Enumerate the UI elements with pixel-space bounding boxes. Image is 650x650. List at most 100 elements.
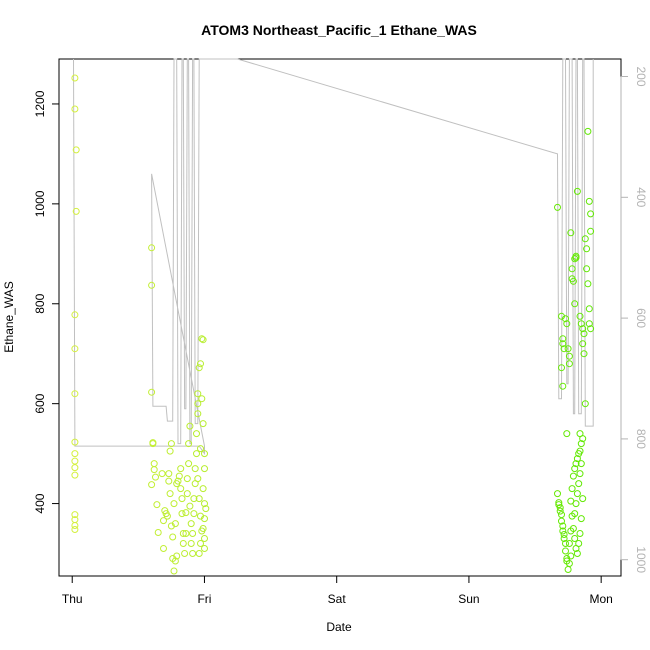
data-point xyxy=(194,390,202,398)
data-point xyxy=(585,305,593,313)
data-point xyxy=(199,420,207,428)
data-point xyxy=(571,510,579,518)
data-point xyxy=(573,455,581,463)
data-point xyxy=(186,502,194,510)
data-point xyxy=(183,490,191,498)
data-point xyxy=(169,533,177,541)
data-point xyxy=(559,382,567,390)
data-point xyxy=(165,470,173,478)
data-point xyxy=(72,207,80,215)
data-point xyxy=(585,320,593,328)
data-point xyxy=(562,547,569,555)
data-point xyxy=(562,540,569,547)
data-point xyxy=(556,507,564,515)
data-point xyxy=(577,440,585,448)
data-point xyxy=(71,438,79,446)
data-point xyxy=(178,495,186,503)
data-point xyxy=(560,531,568,538)
plot-frame xyxy=(58,58,622,577)
data-point xyxy=(558,364,565,372)
data-point xyxy=(576,312,584,320)
data-point xyxy=(181,550,189,557)
data-point xyxy=(572,254,580,262)
data-point xyxy=(560,535,568,542)
data-point xyxy=(585,197,593,205)
data-point xyxy=(179,530,187,537)
data-point xyxy=(195,364,203,372)
data-point xyxy=(148,481,156,489)
data-point xyxy=(177,465,185,473)
data-point xyxy=(577,460,585,468)
y-tick-label: 400 xyxy=(33,493,47,513)
data-point xyxy=(182,530,190,537)
data-point xyxy=(587,227,595,235)
data-point xyxy=(571,300,579,308)
data-point xyxy=(153,501,161,509)
data-point xyxy=(198,335,206,343)
data-point xyxy=(201,500,208,508)
data-point xyxy=(194,475,202,483)
data-point xyxy=(576,470,584,478)
data-point xyxy=(167,440,175,448)
x-tick-label: Mon xyxy=(589,592,612,606)
y-tick-label: 1000 xyxy=(33,190,47,217)
data-point xyxy=(71,522,79,529)
x-tick-label: Sat xyxy=(328,592,347,606)
data-point xyxy=(183,475,191,483)
x-axis-label: Date xyxy=(326,620,352,634)
data-point xyxy=(571,535,579,542)
right-tick-label: 800 xyxy=(634,429,648,449)
data-point xyxy=(576,430,584,438)
data-point xyxy=(195,495,203,503)
data-point xyxy=(71,471,79,479)
data-point xyxy=(558,517,565,525)
data-point xyxy=(581,400,589,408)
data-point xyxy=(160,545,167,552)
pressure-line-series xyxy=(73,58,594,456)
data-point xyxy=(160,517,167,525)
data-point xyxy=(199,336,207,344)
data-point xyxy=(579,340,587,348)
data-point xyxy=(197,445,204,453)
data-point xyxy=(154,529,162,536)
data-point xyxy=(579,495,587,503)
data-point xyxy=(170,500,178,508)
data-point xyxy=(71,511,79,519)
data-point xyxy=(149,440,157,448)
data-point xyxy=(71,450,79,458)
data-point xyxy=(163,512,171,520)
data-point xyxy=(165,477,173,485)
data-point xyxy=(170,567,178,575)
ethane-points-series xyxy=(71,74,595,575)
data-point xyxy=(191,465,199,473)
x-tick-label: Sun xyxy=(458,592,479,606)
data-point xyxy=(580,330,588,338)
data-point xyxy=(559,340,567,348)
data-point xyxy=(584,127,592,135)
data-point xyxy=(565,360,573,368)
data-point xyxy=(71,311,79,319)
data-point xyxy=(555,499,563,507)
data-point xyxy=(559,522,567,530)
data-point xyxy=(201,535,208,542)
data-point xyxy=(565,560,573,567)
data-point xyxy=(577,515,585,523)
x-tick-label: Thu xyxy=(62,592,83,606)
data-point xyxy=(197,360,204,368)
data-point xyxy=(197,512,204,520)
data-point xyxy=(559,527,567,535)
data-point xyxy=(71,74,79,82)
y-axis: 400 600 800 1000 1200 xyxy=(33,90,60,514)
data-point xyxy=(158,470,166,478)
data-point xyxy=(568,485,576,493)
data-point xyxy=(571,465,579,473)
data-point xyxy=(579,325,587,333)
right-tick-label: 400 xyxy=(634,187,648,207)
data-point xyxy=(187,520,195,528)
data-point xyxy=(554,490,561,498)
data-point xyxy=(148,281,156,289)
data-point xyxy=(569,525,577,532)
data-point xyxy=(573,550,581,557)
data-point xyxy=(580,350,588,358)
